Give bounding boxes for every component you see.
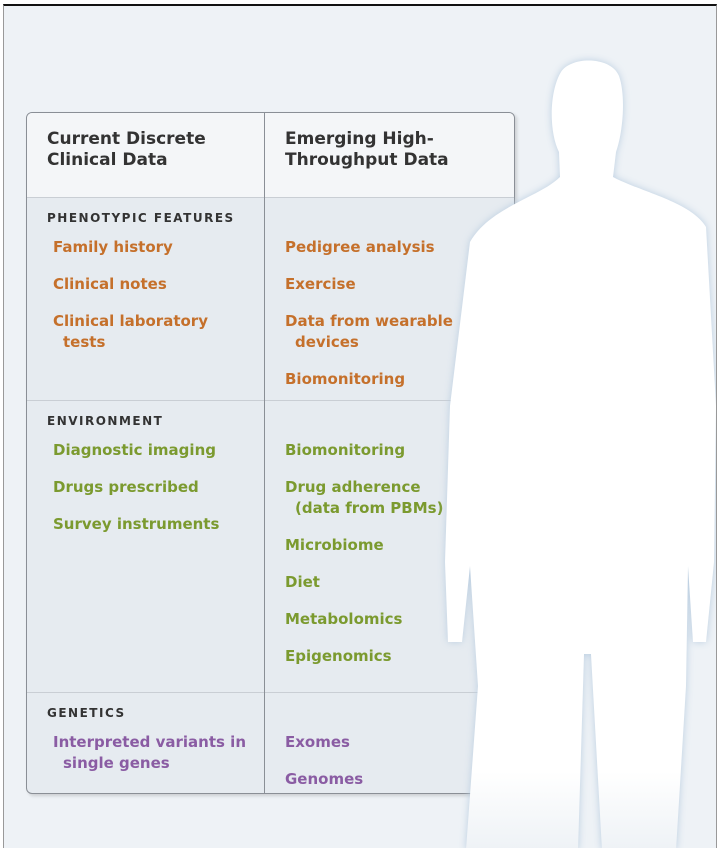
right-header: Emerging High- Throughput Data bbox=[285, 129, 449, 170]
current-item: Interpreted variants in single genes bbox=[53, 733, 246, 772]
emerging-item: Drug adherence (data from PBMs) bbox=[285, 478, 444, 517]
left-header: Current Discrete Clinical Data bbox=[47, 129, 206, 170]
data-panel: Current Discrete Clinical Data Emerging … bbox=[26, 112, 515, 794]
person-silhouette bbox=[445, 60, 716, 848]
emerging-column: Pedigree analysis Exercise Data from weara… bbox=[285, 237, 510, 406]
section-label: ENVIRONMENT bbox=[47, 414, 164, 428]
current-column: Diagnostic imaging Drugs prescribed Survey… bbox=[53, 440, 258, 551]
current-item: Family history bbox=[53, 238, 173, 256]
current-item: Survey instruments bbox=[53, 515, 220, 533]
section-label: GENETICS bbox=[47, 706, 126, 720]
emerging-column: Biomonitoring Drug adherence (data from P… bbox=[285, 440, 510, 683]
column-divider bbox=[264, 113, 265, 793]
emerging-item: Exomes bbox=[285, 733, 350, 751]
emerging-item: Microbiome bbox=[285, 536, 384, 554]
emerging-column: Exomes Genomes bbox=[285, 732, 510, 793]
emerging-item: Genomes bbox=[285, 770, 364, 788]
current-column: Family history Clinical notes Clinical lab… bbox=[53, 237, 258, 369]
emerging-item: Data from wearable devices bbox=[285, 312, 453, 351]
emerging-item: Biomonitoring bbox=[285, 441, 406, 459]
emerging-item: Epigenomics bbox=[285, 647, 392, 665]
column-header: Current Discrete Clinical Data Emerging … bbox=[27, 113, 514, 198]
section: ENVIRONMENT Diagnostic imaging Drugs presc… bbox=[27, 400, 514, 693]
emerging-item: Pedigree analysis bbox=[285, 238, 435, 256]
emerging-item: Metabolomics bbox=[285, 610, 403, 628]
emerging-item: Exercise bbox=[285, 275, 356, 293]
current-item: Drugs prescribed bbox=[53, 478, 199, 496]
figure-frame: Current Discrete Clinical Data Emerging … bbox=[3, 4, 717, 848]
current-item: Clinical notes bbox=[53, 275, 167, 293]
silhouette-layer bbox=[445, 60, 716, 848]
current-item: Diagnostic imaging bbox=[53, 441, 216, 459]
emerging-item: Biomonitoring bbox=[285, 370, 406, 388]
emerging-item: Diet bbox=[285, 573, 320, 591]
current-column: Interpreted variants in single genes bbox=[53, 732, 258, 790]
section: GENETICS Interpreted variants in single g… bbox=[27, 692, 514, 793]
section: PHENOTYPIC FEATURES Family history Clinica… bbox=[27, 197, 514, 401]
section-label: PHENOTYPIC FEATURES bbox=[47, 211, 235, 225]
current-item: Clinical laboratory tests bbox=[53, 312, 208, 351]
